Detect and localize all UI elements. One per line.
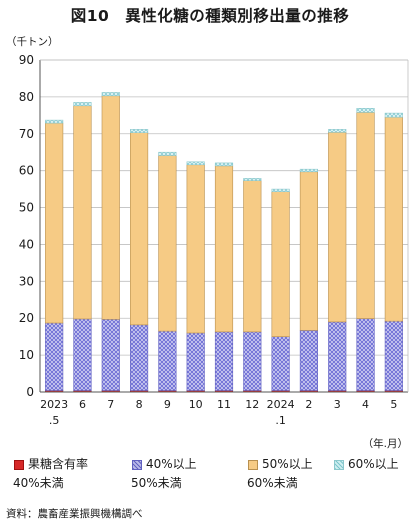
x-tick-label: 6 bbox=[79, 398, 86, 411]
bar-segment-series-3 bbox=[356, 108, 375, 113]
legend-swatch bbox=[248, 460, 258, 470]
x-tick-label: .5 bbox=[49, 414, 60, 427]
x-tick-label: 4 bbox=[362, 398, 369, 411]
bar-segment-series-1 bbox=[328, 321, 347, 391]
x-tick-label: 2023 bbox=[40, 398, 68, 411]
bar-segment-series-3 bbox=[45, 119, 64, 124]
x-tick-label: 2024 bbox=[267, 398, 295, 411]
legend-item: 50%以上 60%未満 bbox=[247, 455, 313, 493]
bar-segment-series-3 bbox=[214, 162, 234, 167]
legend-label-line1: 40%以上 bbox=[146, 457, 197, 471]
bar-segment-series-2 bbox=[271, 191, 290, 337]
x-tick-label: 3 bbox=[334, 398, 341, 411]
bar-segment-series-1 bbox=[214, 331, 234, 391]
bar-segment-series-1 bbox=[186, 332, 205, 391]
bar-segment-series-2 bbox=[356, 112, 375, 319]
bar-segment-series-2 bbox=[214, 165, 234, 333]
y-tick-label: 40 bbox=[19, 237, 34, 251]
x-tick-label: 8 bbox=[136, 398, 143, 411]
bar-segment-series-1 bbox=[299, 330, 318, 391]
legend-label-line2: 50%未満 bbox=[131, 476, 182, 490]
legend-item: 果糖含有率 40%未満 bbox=[13, 455, 89, 493]
x-tick-label: .1 bbox=[275, 414, 286, 427]
y-tick-label: 50 bbox=[19, 201, 34, 215]
x-tick-label: 11 bbox=[217, 398, 231, 411]
bar-segment-series-3 bbox=[101, 92, 120, 97]
bar-segment-series-3 bbox=[158, 151, 177, 156]
x-tick-label: 5 bbox=[390, 398, 397, 411]
bar-segment-series-3 bbox=[384, 112, 403, 118]
bar-segment-series-1 bbox=[73, 318, 92, 391]
bar-segment-series-1 bbox=[130, 324, 149, 391]
bar-segment-series-2 bbox=[186, 164, 205, 334]
bar-segment-series-2 bbox=[243, 180, 262, 333]
bar-segment-series-2 bbox=[158, 155, 177, 332]
bar-segment-series-1 bbox=[271, 336, 290, 391]
x-tick-label: 10 bbox=[189, 398, 203, 411]
legend-swatch bbox=[334, 460, 344, 470]
bar-segment-series-1 bbox=[243, 331, 262, 391]
legend-label-line1: 50%以上 bbox=[262, 457, 313, 471]
bar-segment-series-1 bbox=[158, 330, 177, 391]
y-tick-label: 30 bbox=[19, 274, 34, 288]
bar-segment-series-2 bbox=[101, 95, 120, 320]
bar-segment-series-2 bbox=[45, 122, 64, 324]
bar-segment-series-1 bbox=[101, 319, 120, 391]
x-tick-label: 9 bbox=[164, 398, 171, 411]
x-tick-label: 12 bbox=[245, 398, 259, 411]
bar-segment-series-1 bbox=[45, 322, 64, 391]
y-unit-label: （千トン） bbox=[6, 36, 59, 48]
y-tick-label: 60 bbox=[19, 164, 34, 178]
y-tick-label: 70 bbox=[19, 127, 34, 141]
bar-segment-series-3 bbox=[243, 178, 262, 181]
y-tick-label: 0 bbox=[26, 385, 34, 399]
bar-segment-series-3 bbox=[299, 168, 318, 173]
y-tick-label: 20 bbox=[19, 311, 34, 325]
legend-label-line2: 60%未満 bbox=[247, 476, 298, 490]
x-tick-label: 7 bbox=[107, 398, 114, 411]
legend-swatch bbox=[14, 460, 24, 470]
legend-item: 40%以上 50%未満 bbox=[131, 455, 197, 493]
bar-segment-series-3 bbox=[130, 129, 149, 133]
bar-segment-series-3 bbox=[186, 161, 205, 166]
x-tick-label: 2 bbox=[305, 398, 312, 411]
legend-swatch bbox=[132, 460, 142, 470]
legend-label: 果糖含有率 40%未満 bbox=[13, 455, 89, 493]
bar-segment-series-3 bbox=[73, 102, 92, 107]
chart-title: 図10 異性化糖の種類別移出量の推移 bbox=[70, 7, 350, 25]
bar-segment-series-2 bbox=[73, 105, 92, 320]
y-tick-label: 90 bbox=[19, 53, 34, 67]
source-note: 資料：農畜産業振興機構調べ bbox=[6, 508, 143, 520]
bar-segment-series-3 bbox=[328, 129, 347, 133]
x-unit-label: （年.月） bbox=[362, 438, 408, 450]
bar-segment-series-2 bbox=[328, 132, 347, 323]
legend-label-line1: 60%以上 bbox=[348, 457, 399, 471]
bar-segment-series-1 bbox=[384, 320, 403, 391]
legend-label: 40%以上 50%未満 bbox=[131, 455, 197, 493]
legend-label-line1: 果糖含有率 bbox=[28, 457, 89, 471]
bar-segment-series-3 bbox=[271, 188, 290, 192]
y-tick-label: 10 bbox=[19, 348, 34, 362]
bar-segment-series-2 bbox=[130, 132, 149, 326]
bar-segment-series-2 bbox=[384, 116, 403, 322]
legend-item: 60%以上 bbox=[334, 455, 399, 474]
bar-segment-series-2 bbox=[299, 171, 318, 331]
legend-label: 60%以上 bbox=[348, 455, 399, 474]
bar-segment-series-1 bbox=[356, 318, 375, 391]
y-tick-label: 80 bbox=[19, 90, 34, 104]
legend-label-line2: 40%未満 bbox=[13, 476, 64, 490]
legend-label: 50%以上 60%未満 bbox=[247, 455, 313, 493]
